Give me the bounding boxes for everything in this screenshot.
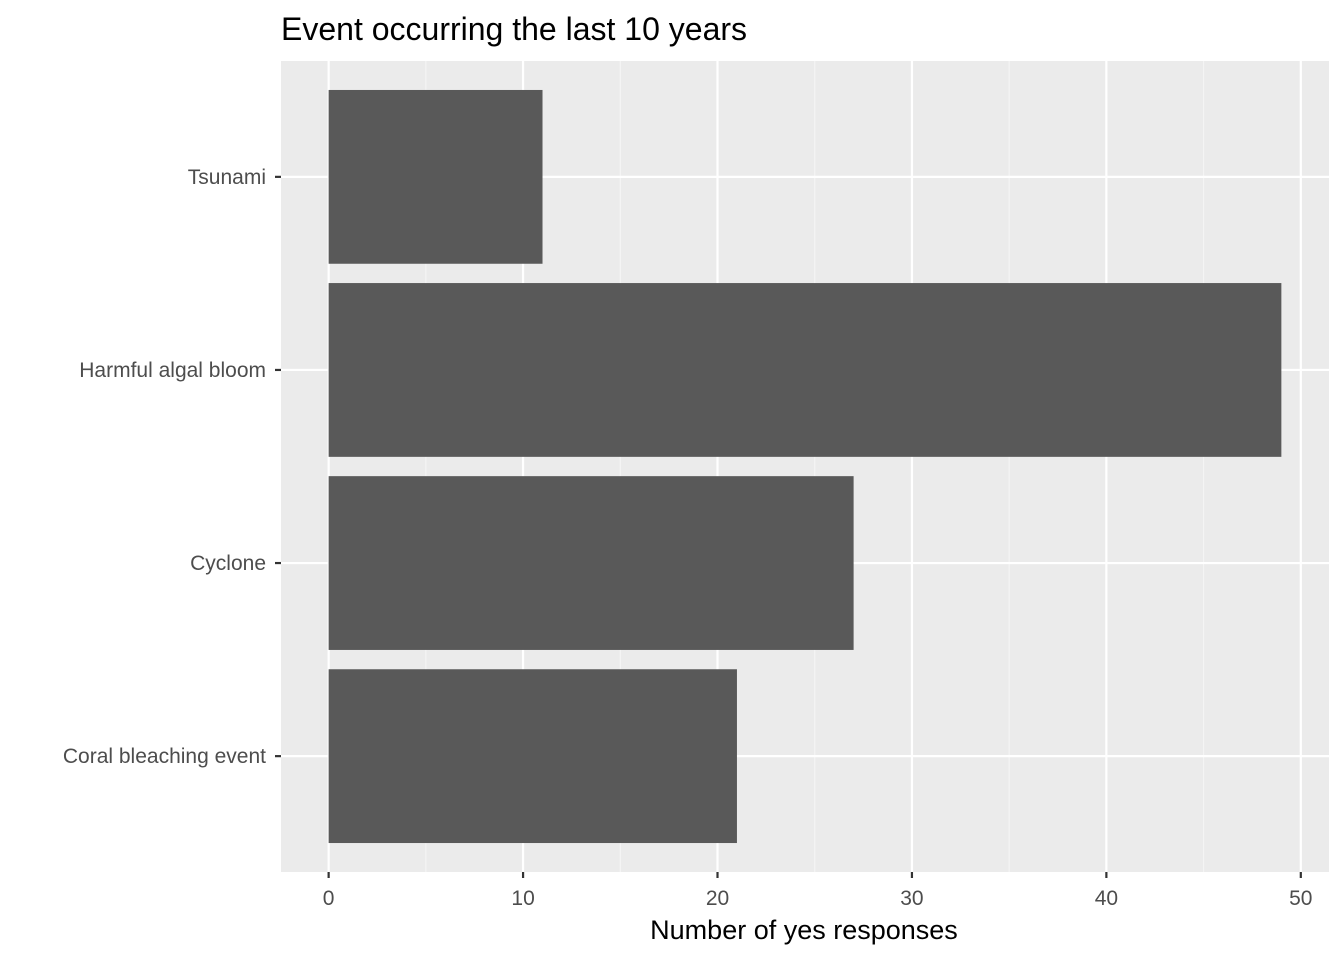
bars xyxy=(328,89,1282,844)
y-axis: Coral bleaching event Cyclone Harmful alga… xyxy=(63,166,281,768)
bar-coral-bleaching-event xyxy=(328,669,737,844)
y-tick-label: Tsunami xyxy=(188,166,266,189)
chart-title: Event occurring the last 10 years xyxy=(281,11,747,47)
x-axis: 0 10 20 30 40 50 xyxy=(323,872,1312,910)
x-tick-label: 50 xyxy=(1289,887,1312,910)
x-axis-title: Number of yes responses xyxy=(650,915,958,945)
x-tick-label: 20 xyxy=(706,887,729,910)
bar-harmful-algal-bloom xyxy=(328,283,1282,457)
y-tick-label: Harmful algal bloom xyxy=(79,359,266,382)
y-tick-label: Cyclone xyxy=(190,552,266,575)
y-tick-label: Coral bleaching event xyxy=(63,745,266,768)
bar-cyclone xyxy=(328,476,854,650)
x-tick-label: 40 xyxy=(1095,887,1118,910)
x-tick-label: 10 xyxy=(511,887,534,910)
x-tick-label: 30 xyxy=(900,887,923,910)
bar-tsunami xyxy=(328,89,543,264)
x-tick-label: 0 xyxy=(323,887,335,910)
